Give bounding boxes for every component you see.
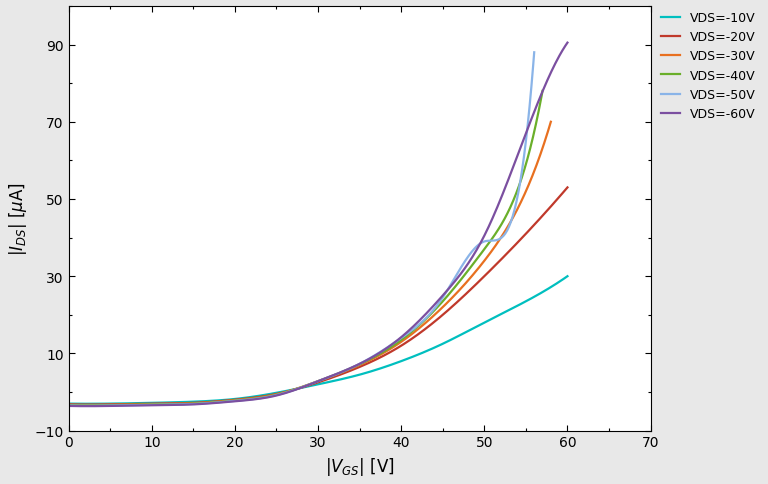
VDS=-60V	[563, 41, 572, 46]
VDS=-60V	[474, 244, 483, 250]
VDS=-30V	[64, 402, 73, 408]
VDS=-40V	[538, 89, 547, 94]
VDS=-50V	[530, 50, 539, 56]
VDS=-20V	[474, 279, 483, 285]
VDS=-50V	[286, 388, 295, 394]
VDS=-60V	[64, 403, 73, 409]
VDS=-10V	[362, 370, 371, 376]
VDS=-10V	[84, 401, 93, 407]
VDS=-50V	[83, 403, 92, 409]
VDS=-30V	[84, 402, 93, 408]
VDS=-50V	[317, 377, 326, 383]
VDS=-50V	[289, 388, 298, 393]
VDS=-10V	[552, 281, 561, 287]
VDS=-30V	[297, 384, 306, 390]
VDS=-10V	[563, 274, 572, 280]
Legend: VDS=-10V, VDS=-20V, VDS=-30V, VDS=-40V, VDS=-50V, VDS=-60V: VDS=-10V, VDS=-20V, VDS=-30V, VDS=-40V, …	[657, 7, 761, 126]
VDS=-30V	[294, 385, 303, 391]
VDS=-40V	[293, 386, 302, 392]
VDS=-20V	[335, 372, 344, 378]
VDS=-10V	[64, 401, 73, 407]
Line: VDS=-40V: VDS=-40V	[68, 91, 542, 406]
VDS=-40V	[453, 281, 462, 287]
VDS=-60V	[335, 370, 344, 376]
VDS=-30V	[352, 363, 361, 369]
VDS=-40V	[528, 138, 537, 144]
VDS=-20V	[563, 185, 572, 191]
Line: VDS=-60V: VDS=-60V	[68, 44, 568, 406]
VDS=-20V	[362, 361, 371, 367]
VDS=-20V	[64, 402, 73, 408]
VDS=-10V	[474, 323, 483, 329]
VDS=-60V	[552, 59, 561, 65]
VDS=-30V	[460, 282, 469, 287]
VDS=-50V	[64, 403, 73, 408]
VDS=-60V	[305, 382, 314, 388]
VDS=-50V	[519, 154, 528, 160]
VDS=-10V	[305, 383, 314, 389]
VDS=-20V	[552, 198, 561, 204]
VDS=-40V	[64, 402, 73, 408]
VDS=-30V	[535, 152, 545, 158]
VDS=-30V	[546, 120, 555, 125]
VDS=-20V	[83, 402, 92, 408]
VDS=-10V	[335, 377, 344, 383]
VDS=-60V	[362, 358, 371, 363]
Line: VDS=-10V: VDS=-10V	[68, 277, 568, 404]
X-axis label: $|V_{GS}|$ [V]: $|V_{GS}|$ [V]	[325, 455, 395, 477]
Line: VDS=-20V: VDS=-20V	[68, 188, 568, 405]
VDS=-60V	[83, 403, 92, 409]
VDS=-20V	[302, 383, 311, 389]
VDS=-20V	[305, 382, 314, 388]
Line: VDS=-30V: VDS=-30V	[68, 122, 551, 405]
VDS=-40V	[321, 376, 330, 381]
VDS=-50V	[342, 367, 351, 373]
VDS=-40V	[290, 387, 300, 393]
VDS=-40V	[83, 403, 92, 408]
VDS=-10V	[302, 384, 311, 390]
VDS=-60V	[302, 383, 311, 389]
Y-axis label: $|I_{DS}|$ [$\mu$A]: $|I_{DS}|$ [$\mu$A]	[7, 182, 29, 256]
VDS=-50V	[446, 282, 455, 287]
VDS=-30V	[326, 374, 335, 380]
Line: VDS=-50V: VDS=-50V	[68, 53, 535, 406]
VDS=-40V	[347, 365, 356, 371]
